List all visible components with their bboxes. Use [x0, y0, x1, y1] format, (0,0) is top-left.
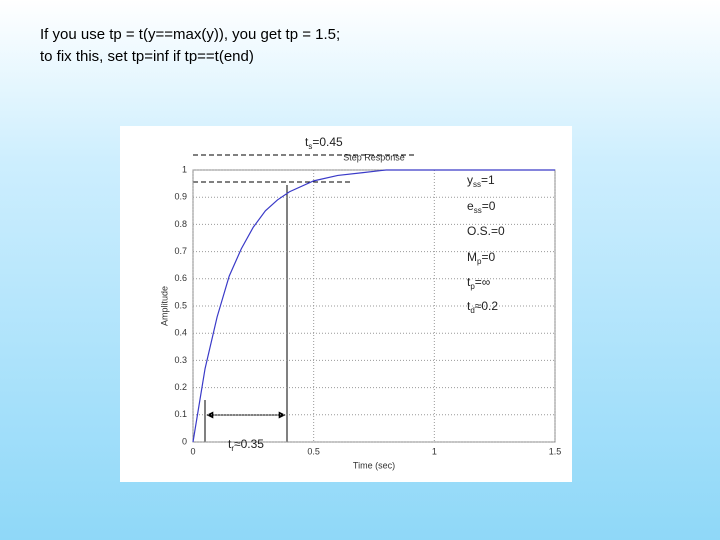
y-tick-label: 0.2 [174, 382, 187, 392]
annotation-text: =0 [481, 250, 495, 264]
annotation-text: =0.45 [312, 135, 343, 149]
annotation: tp=∞ [467, 275, 490, 291]
annotation-text: M [467, 250, 477, 264]
annotation-text: t [467, 275, 471, 289]
annotation: O.S.=0 [467, 224, 505, 238]
annotation-text: t [305, 135, 309, 149]
annotation: td≈0.2 [467, 299, 498, 315]
y-tick-label: 0 [182, 436, 187, 446]
x-tick-label: 1.5 [549, 446, 562, 456]
annotation-subscript: ss [473, 180, 481, 189]
annotation-subscript: d [470, 306, 474, 315]
y-tick-label: 0.9 [174, 192, 187, 202]
y-tick-label: 0.8 [174, 219, 187, 229]
annotation-subscript: ss [474, 206, 482, 215]
x-tick-label: 0 [190, 446, 195, 456]
annotation-text: ≈0.35 [234, 437, 264, 451]
annotation: Mp=0 [467, 250, 495, 266]
annotation-text: =0 [482, 199, 496, 213]
y-tick-label: 0.7 [174, 246, 187, 256]
annotation: ess=0 [467, 199, 496, 215]
annotation: ts=0.45 [305, 135, 343, 151]
y-tick-label: 0.3 [174, 355, 187, 365]
series-line [192, 169, 555, 443]
x-tick-label: 1 [432, 446, 437, 456]
chart-title: Step Response [343, 152, 405, 162]
annotation-text: e [467, 199, 474, 213]
annotation-text: t [228, 437, 232, 451]
annotation-text: =1 [481, 173, 495, 187]
annotation-subscript: s [308, 142, 312, 151]
chart-panel [120, 126, 572, 482]
x-tick-label: 0.5 [307, 446, 320, 456]
annotation-text: t [467, 299, 471, 313]
y-tick-label: 1 [182, 164, 187, 174]
annotation-text: y [467, 173, 473, 187]
slide-text: to fix this, set tp=inf if tp==t(end) [40, 48, 254, 65]
slide-text: If you use tp = t(y==max(y)), you get tp… [40, 26, 341, 43]
annotation-subscript: r [231, 444, 234, 453]
y-tick-label: 0.5 [174, 300, 187, 310]
annotation: tr≈0.35 [228, 437, 264, 453]
annotation: yss=1 [467, 173, 495, 189]
annotation-subscript: p [477, 257, 482, 266]
annotation-subscript: p [470, 282, 475, 291]
annotation-text: O.S.=0 [467, 224, 505, 238]
y-tick-label: 0.4 [174, 328, 187, 338]
annotation-text: =∞ [475, 275, 491, 289]
x-axis-label: Time (sec) [353, 460, 395, 470]
annotation-text: ≈0.2 [475, 299, 499, 313]
y-tick-label: 0.1 [174, 409, 187, 419]
y-axis-label: Amplitude [159, 286, 169, 326]
y-tick-label: 0.6 [174, 273, 187, 283]
